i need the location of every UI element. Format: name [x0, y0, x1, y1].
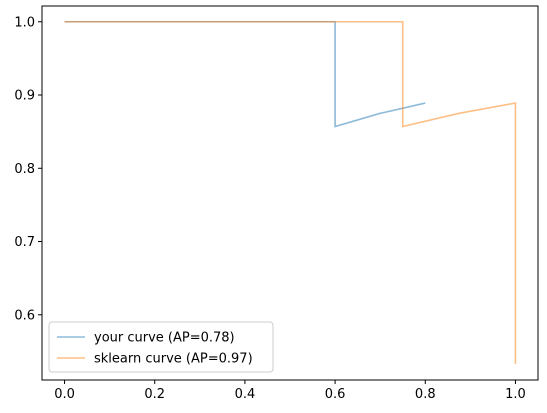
y-tick-label: 1.0: [14, 15, 35, 30]
y-tick-label: 0.7: [14, 235, 35, 250]
series-line-0: [64, 20, 426, 128]
y-axis-ticks: 0.6 0.7 0.8 0.9 1.0: [14, 15, 42, 323]
legend-label: your curve (AP=0.78): [94, 331, 235, 346]
x-tick-label: 0.8: [415, 387, 436, 402]
x-tick-label: 0.2: [144, 387, 165, 402]
y-tick-label: 0.9: [14, 89, 35, 104]
axes-frame: [41, 5, 539, 381]
x-tick-label: 0.0: [54, 387, 75, 402]
legend-label: sklearn curve (AP=0.97): [94, 352, 253, 367]
x-axis-ticks: 0.0 0.2 0.4 0.6 0.8 1.0: [54, 380, 526, 402]
y-tick-label: 0.6: [14, 308, 35, 323]
series-layer: [64, 20, 517, 364]
x-tick-label: 0.4: [235, 387, 256, 402]
y-tick-label: 0.8: [14, 162, 35, 177]
legend-box: [48, 321, 274, 373]
x-tick-label: 1.0: [505, 387, 526, 402]
series-line-1: [64, 20, 517, 364]
x-tick-label: 0.6: [325, 387, 346, 402]
legend: your curve (AP=0.78) sklearn curve (AP=0.…: [48, 321, 274, 373]
